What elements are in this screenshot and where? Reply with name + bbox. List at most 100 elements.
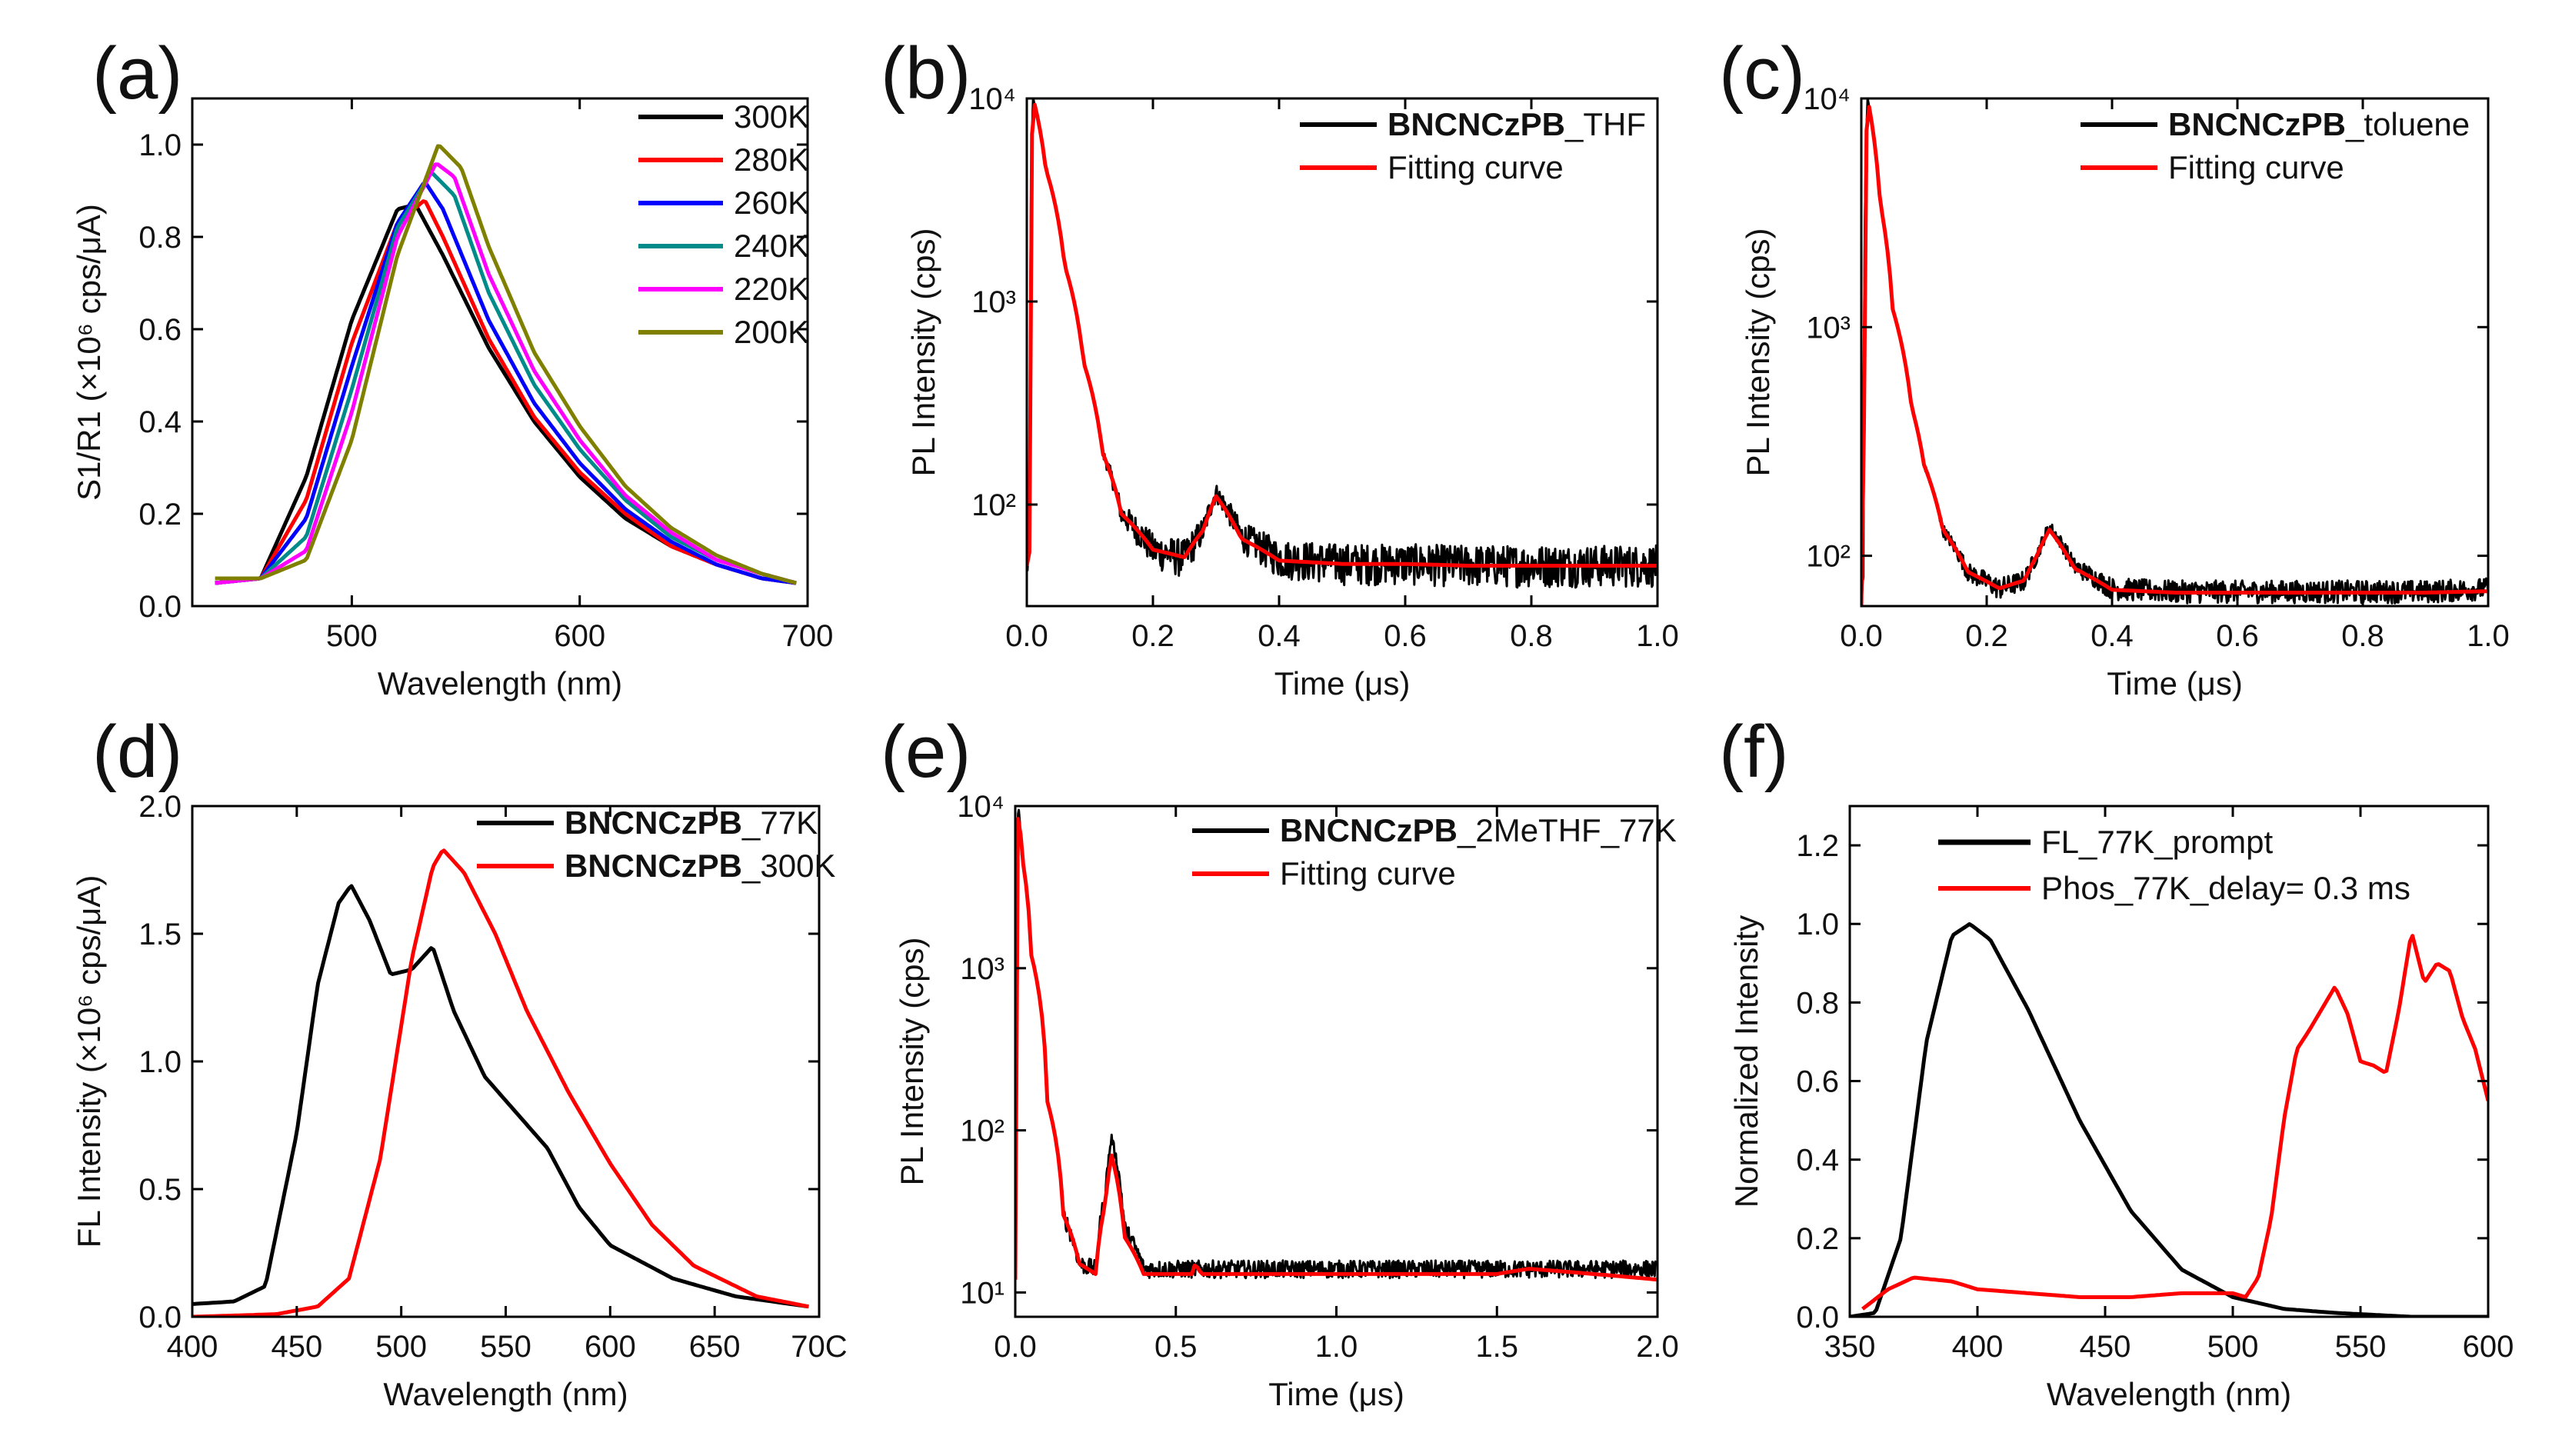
- x-tick-label: 1.0: [1636, 619, 1679, 653]
- x-tick-label: 0.0: [994, 1330, 1037, 1364]
- y-tick-label: 2.0: [138, 790, 182, 824]
- x-tick-label: 0.5: [1154, 1330, 1198, 1364]
- x-tick-label: 550: [480, 1330, 531, 1364]
- y-tick-label: 0.5: [138, 1173, 182, 1207]
- x-tick-label: 1.5: [1475, 1330, 1518, 1364]
- y-tick-label: 0.2: [138, 498, 182, 531]
- y-tick-label: 0.2: [1796, 1222, 1839, 1256]
- x-tick-label: 0.8: [2341, 619, 2384, 653]
- legend-label-rest: _2MeTHF_77K: [1457, 812, 1677, 848]
- x-tick-label: 350: [1824, 1330, 1876, 1364]
- panel-label: (e): [881, 711, 971, 793]
- y-axis-label: PL Intensity (cps): [894, 938, 930, 1186]
- legend-label-rest: _300K: [741, 848, 835, 884]
- y-tick-label: 1.0: [1796, 908, 1839, 941]
- legend-label: Fitting curve: [1280, 855, 1456, 891]
- y-tick-label: 10⁴: [1803, 82, 1851, 116]
- y-tick-label: 10³: [1806, 311, 1851, 345]
- y-tick-label: 0.4: [1796, 1144, 1839, 1178]
- y-tick-label: 0.0: [138, 1301, 182, 1334]
- legend-label: BNCNCzPB_2MeTHF_77K: [1280, 812, 1677, 848]
- x-tick-label: 0.8: [1510, 619, 1553, 653]
- legend-label: 200K: [734, 314, 809, 350]
- y-tick-label: 10⁴: [957, 790, 1004, 824]
- y-tick-label: 0.8: [1796, 986, 1839, 1020]
- y-axis-label: PL Intensity (cps): [1740, 228, 1776, 477]
- legend-label: Fitting curve: [1388, 149, 1564, 185]
- legend-label: BNCNCzPB_toluene: [2168, 106, 2470, 142]
- series-line: [215, 144, 797, 585]
- legend-label: 220K: [734, 271, 809, 307]
- x-tick-label: 600: [2463, 1330, 2514, 1364]
- panel-label: (a): [92, 32, 182, 115]
- x-tick-label: 1.0: [2467, 619, 2510, 653]
- y-tick-label: 1.0: [138, 1045, 182, 1079]
- x-tick-label: 450: [271, 1330, 322, 1364]
- x-tick-label: 450: [2080, 1330, 2131, 1364]
- x-axis-label: Time (μs): [1274, 665, 1411, 701]
- y-tick-label: 10³: [971, 285, 1016, 319]
- series-group: [215, 144, 797, 585]
- x-tick-label: 0.6: [1384, 619, 1427, 653]
- y-axis-label: S1/R1 (×10⁶ cps/μA): [71, 204, 107, 501]
- x-tick-label: 70C: [791, 1330, 847, 1364]
- series-line: [1850, 922, 2488, 1317]
- x-tick-label: 0.0: [1005, 619, 1048, 653]
- series-line: [1015, 817, 1657, 1282]
- series-line: [1861, 934, 2488, 1311]
- legend-label: Phos_77K_delay= 0.3 ms: [2041, 870, 2410, 906]
- panel-b: (b) 0.0 0.2 0.4 0.6 0.8 1.0 10² 10³ 10⁴ Time (μs) P…: [881, 32, 1679, 701]
- y-tick-label: 10¹: [960, 1276, 1004, 1310]
- y-tick-label: 0.0: [138, 590, 182, 624]
- plot-frame: [1848, 805, 2490, 1318]
- legend-label: 300K: [734, 98, 809, 135]
- series-line: [215, 162, 797, 585]
- y-tick-label: 10²: [960, 1114, 1004, 1148]
- legend-label-bold: BNCNCzPB: [2168, 106, 2346, 142]
- panel-label: (d): [92, 711, 182, 793]
- series-group: [1015, 808, 1657, 1282]
- series-group: [192, 848, 809, 1317]
- series-group: [1850, 922, 2488, 1317]
- x-tick-label: 400: [1952, 1330, 2004, 1364]
- panel-label: (b): [881, 32, 971, 115]
- y-tick-label: 1.5: [138, 918, 182, 951]
- x-tick-label: 2.0: [1636, 1330, 1679, 1364]
- x-tick-label: 600: [554, 619, 605, 653]
- plot-frame: [1025, 97, 1659, 608]
- legend-label-bold: BNCNCzPB: [565, 848, 742, 884]
- y-tick-label: 10²: [1806, 540, 1851, 574]
- x-tick-label: 500: [375, 1330, 427, 1364]
- legend-label: BNCNCzPB_300K: [565, 848, 835, 884]
- x-tick-label: 0.0: [1840, 619, 1883, 653]
- x-tick-label: 0.2: [1131, 619, 1174, 653]
- y-tick-label: 0.4: [138, 405, 182, 439]
- plot-frame: [191, 97, 809, 608]
- x-tick-label: 500: [2207, 1330, 2259, 1364]
- legend-label-bold: BNCNCzPB: [1280, 812, 1458, 848]
- legend-label-rest: _toluene: [2345, 106, 2470, 142]
- legend-label-bold: BNCNCzPB: [565, 805, 742, 841]
- x-axis-label: Wavelength (nm): [378, 665, 622, 701]
- x-axis-label: Wavelength (nm): [2047, 1376, 2291, 1412]
- x-tick-label: 1.0: [1315, 1330, 1358, 1364]
- legend-label: 240K: [734, 228, 809, 264]
- x-tick-label: 0.2: [1965, 619, 2008, 653]
- panel-d: (d) 400 450 500 550 600 650 70C 0.0 0.5 1.0 1.5 2.0 W…: [71, 711, 848, 1412]
- series-line: [1027, 98, 1657, 589]
- legend-label: 260K: [734, 185, 809, 221]
- y-axis-label: Normalized Intensity: [1728, 915, 1764, 1208]
- x-tick-label: 700: [782, 619, 834, 653]
- legend-label: Fitting curve: [2168, 149, 2344, 185]
- panel-label: (c): [1719, 32, 1805, 115]
- plot-frame: [1860, 97, 2490, 608]
- x-axis-label: Wavelength (nm): [383, 1376, 628, 1412]
- legend-label-rest: _THF: [1564, 106, 1646, 142]
- x-tick-label: 600: [585, 1330, 636, 1364]
- x-tick-label: 650: [689, 1330, 741, 1364]
- y-tick-label: 0.8: [138, 221, 182, 255]
- series-line: [215, 181, 797, 585]
- legend-label: FL_77K_prompt: [2041, 824, 2274, 860]
- panel-c: (c) 0.0 0.2 0.4 0.6 0.8 1.0 10² 10³ 10⁴ Time (μs) P…: [1719, 32, 2510, 701]
